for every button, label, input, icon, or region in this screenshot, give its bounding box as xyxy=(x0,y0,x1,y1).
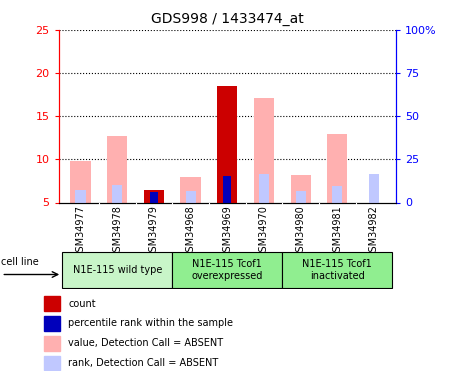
Bar xyxy=(296,191,306,202)
Text: GSM34977: GSM34977 xyxy=(76,205,86,258)
Text: cell line: cell line xyxy=(1,257,39,267)
Text: GSM34978: GSM34978 xyxy=(112,205,122,258)
Bar xyxy=(44,336,60,351)
Bar xyxy=(76,190,86,202)
Bar xyxy=(291,175,310,202)
Text: count: count xyxy=(68,298,96,309)
Bar xyxy=(107,136,127,202)
Bar xyxy=(70,161,90,202)
Bar xyxy=(180,177,201,203)
Text: GSM34970: GSM34970 xyxy=(259,205,269,258)
Text: N1E-115 wild type: N1E-115 wild type xyxy=(72,265,162,275)
FancyBboxPatch shape xyxy=(172,252,282,288)
Text: GSM34968: GSM34968 xyxy=(185,205,196,258)
Text: GSM34982: GSM34982 xyxy=(369,205,379,258)
Bar xyxy=(332,186,342,202)
Bar xyxy=(150,192,158,202)
Text: GSM34979: GSM34979 xyxy=(149,205,159,258)
Bar xyxy=(112,185,122,202)
Bar xyxy=(369,174,379,202)
Bar xyxy=(259,174,269,202)
Text: GSM34980: GSM34980 xyxy=(296,205,306,258)
Text: rank, Detection Call = ABSENT: rank, Detection Call = ABSENT xyxy=(68,358,219,368)
Bar xyxy=(44,296,60,311)
Text: value, Detection Call = ABSENT: value, Detection Call = ABSENT xyxy=(68,338,224,348)
Bar xyxy=(327,134,347,202)
Text: GSM34981: GSM34981 xyxy=(332,205,342,258)
Text: GSM34969: GSM34969 xyxy=(222,205,232,258)
FancyBboxPatch shape xyxy=(282,252,392,288)
Text: percentile rank within the sample: percentile rank within the sample xyxy=(68,318,234,328)
Text: N1E-115 Tcof1
overexpressed: N1E-115 Tcof1 overexpressed xyxy=(192,259,263,281)
Bar xyxy=(144,190,164,202)
Title: GDS998 / 1433474_at: GDS998 / 1433474_at xyxy=(151,12,304,26)
Bar xyxy=(44,316,60,331)
Text: N1E-115 Tcof1
inactivated: N1E-115 Tcof1 inactivated xyxy=(302,259,372,281)
Bar xyxy=(185,191,196,202)
Bar xyxy=(222,175,232,202)
Bar xyxy=(44,356,60,370)
Bar xyxy=(223,176,231,203)
Bar xyxy=(217,86,237,202)
FancyBboxPatch shape xyxy=(62,252,172,288)
Bar xyxy=(254,98,274,202)
